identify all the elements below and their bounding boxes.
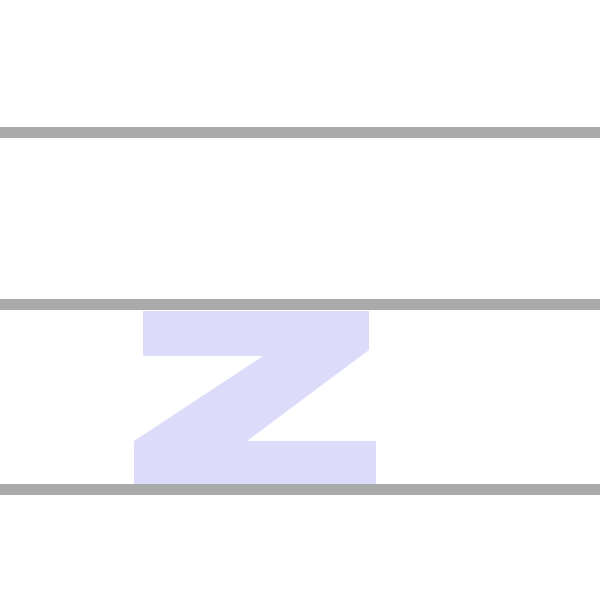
letter-z-shape (134, 311, 376, 484)
ascender-guide-line (0, 127, 600, 138)
baseline-guide-line (0, 484, 600, 495)
x-height-guide-line (0, 299, 600, 310)
